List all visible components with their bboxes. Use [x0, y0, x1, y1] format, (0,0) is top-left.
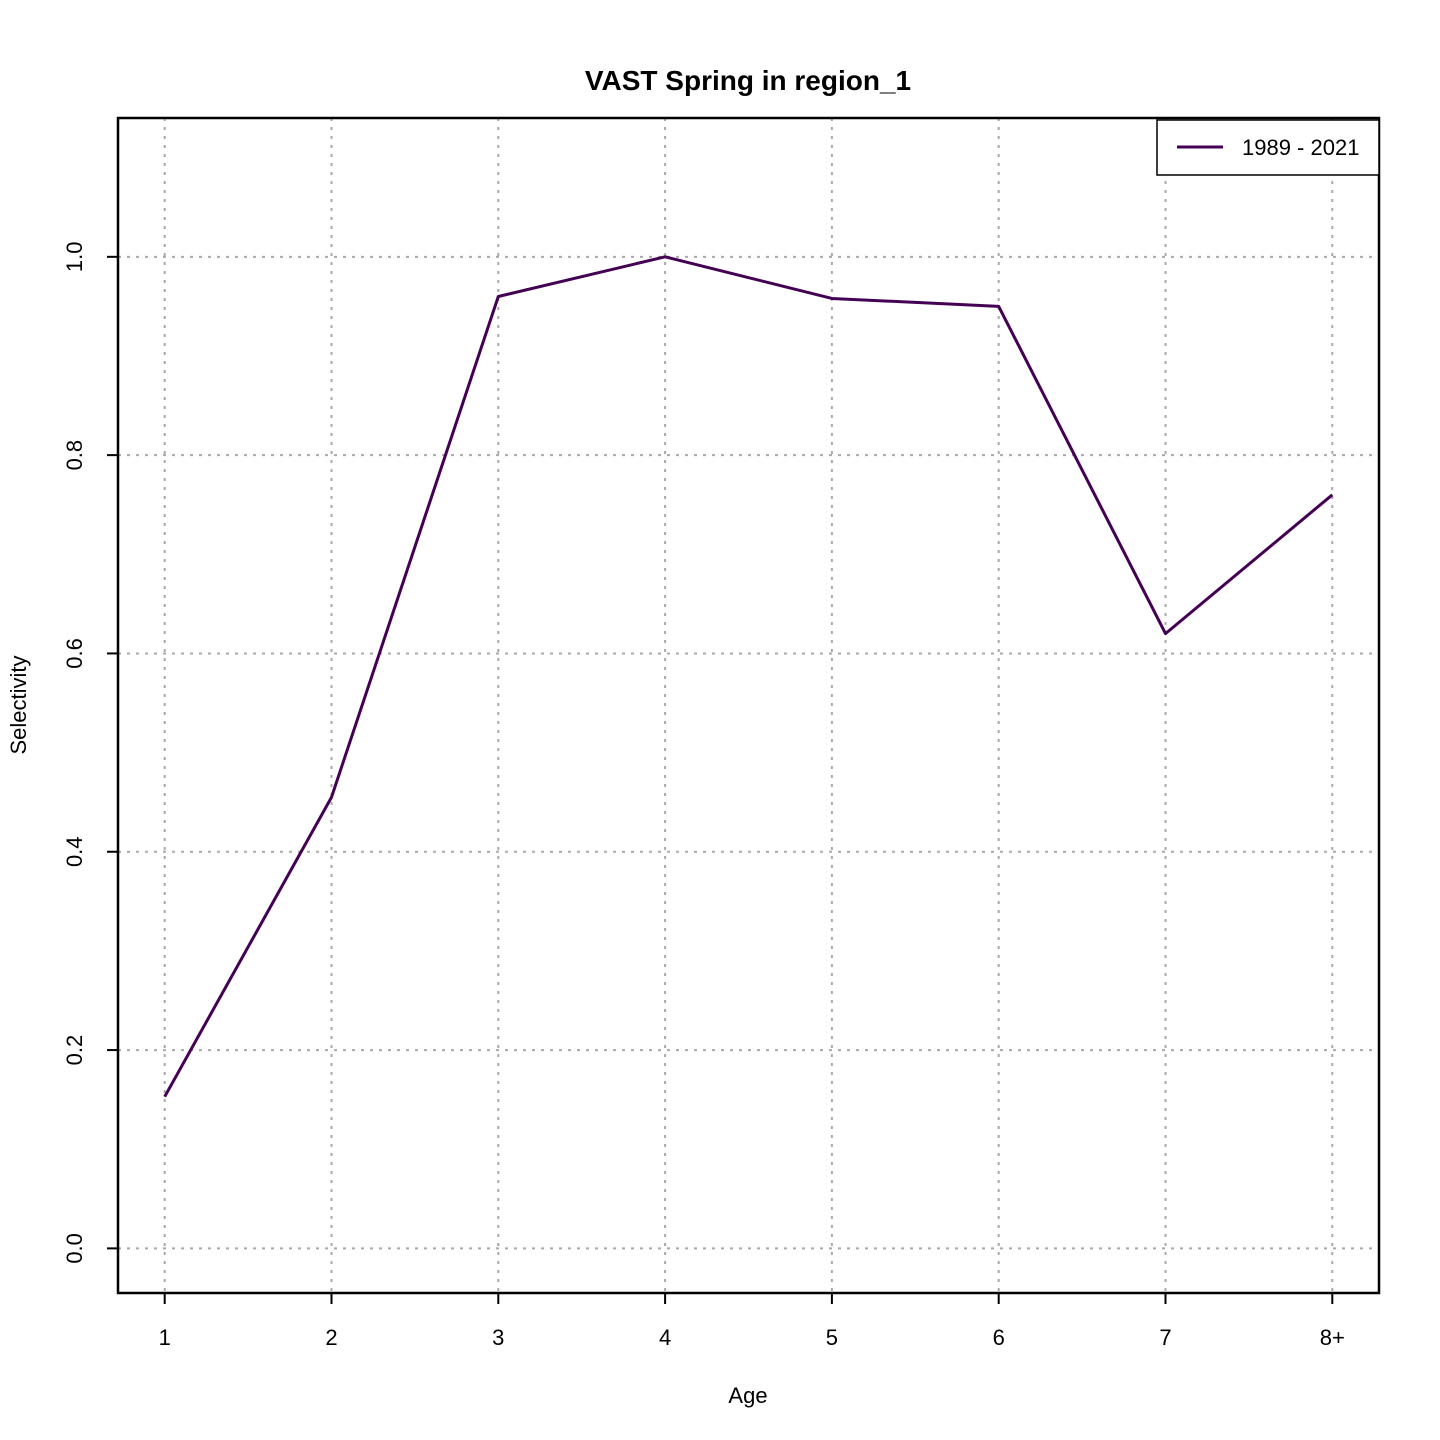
x-axis: 1 2 3 4 5 6 7 8+	[159, 1293, 1345, 1350]
y-tick-label: 0.6	[62, 638, 87, 669]
y-tick-label: 0.2	[62, 1035, 87, 1066]
x-tick-label: 4	[659, 1325, 671, 1350]
y-tick-label: 0.8	[62, 440, 87, 471]
x-axis-title: Age	[728, 1383, 767, 1408]
x-tick-label: 3	[492, 1325, 504, 1350]
y-axis-title: Selectivity	[6, 655, 31, 754]
x-tick-label: 2	[325, 1325, 337, 1350]
x-tick-label: 1	[159, 1325, 171, 1350]
legend: 1989 - 2021	[1156, 119, 1380, 176]
grid	[118, 118, 1379, 1293]
chart-title: VAST Spring in region_1	[585, 65, 911, 96]
x-tick-label: 7	[1159, 1325, 1171, 1350]
series-line	[163, 255, 1334, 1098]
legend-label: 1989 - 2021	[1242, 135, 1359, 160]
y-tick-label: 0.4	[62, 836, 87, 867]
legend-box	[1156, 119, 1380, 176]
y-tick-label: 1.0	[62, 242, 87, 273]
x-tick-label: 6	[993, 1325, 1005, 1350]
series-layer	[163, 255, 1334, 1098]
x-tick-label: 5	[826, 1325, 838, 1350]
plot-frame	[116, 116, 1381, 1295]
x-tick-label: 8+	[1320, 1325, 1345, 1350]
y-axis: 0.0 0.2 0.4 0.6 0.8 1.0	[62, 242, 118, 1264]
y-tick-label: 0.0	[62, 1233, 87, 1264]
